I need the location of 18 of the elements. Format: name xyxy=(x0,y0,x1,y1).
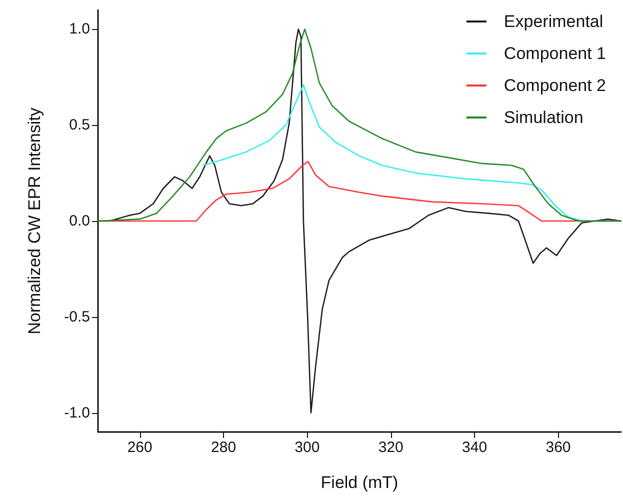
legend-label: Component 1 xyxy=(504,44,606,63)
legend-label: Experimental xyxy=(504,12,604,31)
x-tick-label: 320 xyxy=(378,439,404,456)
y-axis-title: Normalized CW EPR Intensity xyxy=(25,107,44,334)
line-series xyxy=(97,28,622,222)
x-tick-label: 340 xyxy=(462,439,488,456)
x-tick-label: 300 xyxy=(294,439,320,456)
y-tick-label: -1.0 xyxy=(64,404,90,422)
legend-label: Simulation xyxy=(504,108,584,127)
y-tick-label: 1.0 xyxy=(69,20,90,38)
legend-label: Component 2 xyxy=(504,76,606,95)
x-tick-label: 280 xyxy=(211,439,236,456)
x-tick-label: 360 xyxy=(546,439,571,456)
x-axis-title: Field (mT) xyxy=(320,473,398,492)
x-tick-label: 260 xyxy=(127,439,152,456)
y-tick-label: 0.5 xyxy=(69,116,90,134)
y-tick-label: -0.5 xyxy=(64,308,90,326)
y-tick-label: 0.0 xyxy=(69,212,90,230)
